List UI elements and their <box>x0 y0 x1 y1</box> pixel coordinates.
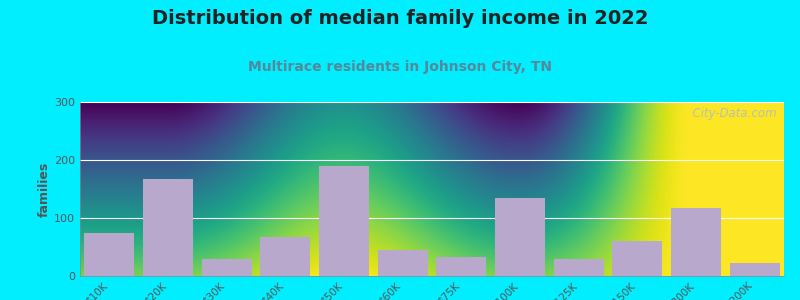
Bar <box>437 257 486 276</box>
Bar <box>143 178 193 276</box>
Bar <box>730 263 779 276</box>
Bar <box>260 237 310 276</box>
Bar <box>202 259 251 276</box>
Text: Distribution of median family income in 2022: Distribution of median family income in … <box>152 9 648 28</box>
Bar <box>378 250 427 276</box>
Text: Multirace residents in Johnson City, TN: Multirace residents in Johnson City, TN <box>248 60 552 74</box>
Bar <box>85 232 134 276</box>
Bar <box>671 208 721 276</box>
Bar <box>319 166 369 276</box>
Bar <box>613 241 662 276</box>
Text: City-Data.com: City-Data.com <box>686 107 777 120</box>
Bar <box>554 259 604 276</box>
Bar <box>495 198 545 276</box>
Y-axis label: families: families <box>38 161 51 217</box>
